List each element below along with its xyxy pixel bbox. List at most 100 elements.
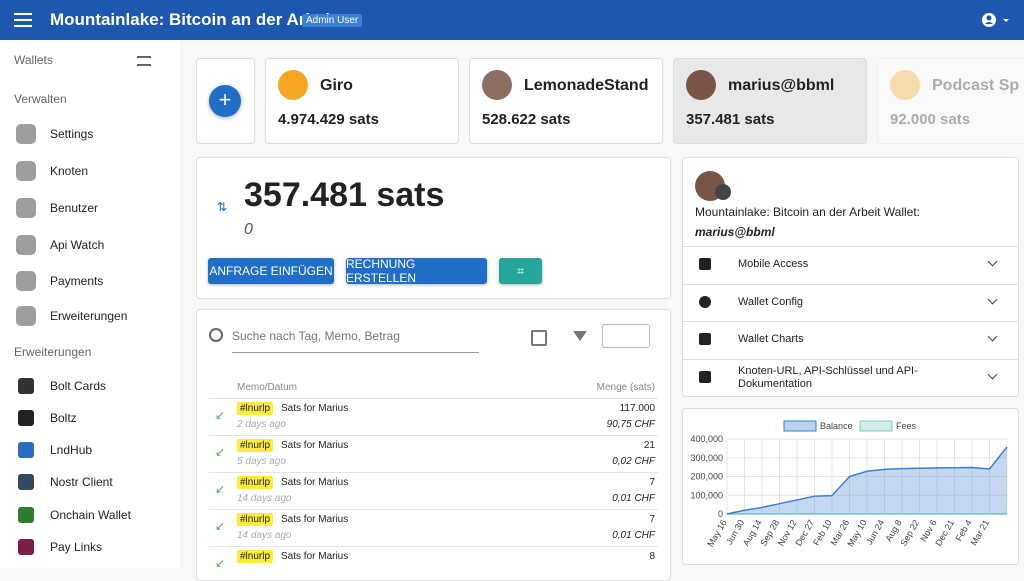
nav-item[interactable]: Settings (50, 127, 94, 141)
extension-icon (18, 474, 34, 490)
area (727, 446, 1007, 514)
amount: 7 (649, 477, 655, 488)
badge: Admin User (302, 14, 363, 27)
section-label: Verwalten (14, 92, 67, 106)
chevron (987, 256, 998, 267)
qr-button[interactable]: ⌗ (499, 258, 542, 284)
wallet-balance: 528.622 sats (482, 111, 571, 128)
menu-button[interactable] (14, 12, 34, 28)
y-tick-label: 200,000 (690, 472, 723, 482)
line (726, 446, 1008, 515)
wallet-name: marius@bbml (728, 77, 835, 94)
section-icon (699, 333, 711, 345)
action-button[interactable]: ANFRAGE EINFÜGEN (208, 258, 334, 284)
tag: #lnurlp (237, 550, 274, 563)
y-tick-label: 0 (718, 509, 723, 519)
header: Mountainlake: Bitcoin an der Arbeit Admi… (0, 0, 1024, 40)
extension-icon (18, 378, 34, 394)
wallet-card[interactable]: Podcast Sp 92.000 sats (877, 58, 1024, 144)
balance-card: ⇅ 357.481 sats 0 ANFRAGE EINFÜGEN RECHNUNG E… (196, 157, 671, 299)
incoming-icon: ↙ (215, 408, 226, 422)
wallet-icon (890, 70, 920, 100)
tag: #lnurlp (237, 476, 274, 489)
time: 14 days ago (237, 493, 292, 504)
list-icon (137, 56, 151, 66)
nav-item[interactable]: Benutzer (50, 201, 99, 215)
row-divider (209, 509, 658, 510)
expansion-item[interactable]: Knoten-URL, API-Schlüssel und API-Dokume… (738, 364, 918, 390)
y-tick-label: 400,000 (690, 434, 723, 444)
balance-amount: 357.481 sats (244, 176, 445, 214)
wallet-card[interactable]: LemonadeStand 528.622 sats (469, 58, 663, 144)
add-wallet-button[interactable]: + (209, 85, 241, 117)
fiat: 0,01 CHF (612, 493, 655, 504)
filter-button[interactable] (573, 331, 587, 341)
expansion-item[interactable]: Mobile Access (738, 258, 809, 270)
account-menu[interactable] (982, 12, 1012, 28)
extension-item[interactable]: Pay Links (50, 540, 103, 554)
extension-item[interactable]: LndHub (50, 443, 93, 457)
incoming-icon: ↙ (215, 445, 226, 459)
tag: #lnurlp (237, 439, 274, 452)
time: 5 days ago (237, 456, 286, 467)
section-label: Wallets (14, 53, 53, 67)
section-icon (699, 258, 711, 270)
section-icon (699, 295, 711, 308)
sidebar: Wallets Verwalten Settings Knoten Benutzer Ap… (0, 40, 180, 568)
wallet-icon (278, 70, 308, 100)
nav-item[interactable]: Api Watch (50, 238, 105, 252)
edit-badge (715, 184, 731, 200)
wallet-balance: 357.481 sats (686, 111, 775, 128)
extension-item[interactable]: Onchain Wallet (50, 508, 131, 522)
export-button[interactable] (602, 324, 650, 348)
memo: Sats for Marius (281, 440, 349, 451)
divider (683, 246, 1018, 247)
fiat: 0,01 CHF (612, 530, 655, 541)
extension-icon (18, 442, 34, 458)
extension-item[interactable]: Boltz (50, 411, 77, 425)
memo: Sats for Marius (281, 403, 349, 414)
wallet-card[interactable]: Giro 4.974.429 sats (265, 58, 459, 144)
wallet-name: Podcast Sp (932, 77, 1020, 94)
wallet-icon (482, 70, 512, 100)
nav-item[interactable]: Payments (50, 274, 104, 288)
extension-item[interactable]: Bolt Cards (50, 379, 107, 393)
row-divider (209, 546, 658, 547)
app-title: Mountainlake: Bitcoin an der Arbeit (50, 10, 336, 29)
action-button[interactable]: RECHNUNG ERSTELLEN (346, 257, 487, 285)
nav-icon (16, 235, 36, 255)
tag: #lnurlp (237, 513, 274, 526)
incoming-icon: ↙ (215, 482, 226, 496)
row-divider (209, 435, 658, 436)
memo: Sats for Marius (281, 551, 349, 562)
row-divider (209, 472, 658, 473)
extension-item[interactable]: Nostr Client (50, 475, 113, 489)
memo: Sats for Marius (281, 477, 349, 488)
chart-card (682, 408, 1019, 565)
y-tick-label: 300,000 (690, 453, 723, 463)
nav-item[interactable]: Knoten (50, 164, 89, 178)
extension-icon (18, 507, 34, 523)
nav-icon (16, 306, 36, 326)
wallet-balance: 92.000 sats (890, 111, 971, 128)
amount: 21 (643, 440, 655, 451)
search-input[interactable]: Suche nach Tag, Memo, Betrag (232, 329, 479, 353)
wallet-name: LemonadeStand (524, 77, 649, 94)
memo: Sats for Marius (281, 514, 349, 525)
section-icon (699, 370, 711, 383)
swap-icon: ⇅ (217, 200, 228, 214)
x-tick-label: May 16 (705, 518, 728, 549)
nav-icon (16, 161, 36, 181)
calendar-button[interactable] (531, 330, 547, 346)
wallet-card[interactable]: marius@bbml 357.481 sats (673, 58, 867, 144)
expansion-item[interactable]: Wallet Charts (738, 333, 804, 345)
row-divider (209, 398, 658, 399)
expansion-item[interactable]: Wallet Config (738, 295, 804, 308)
search-icon (209, 328, 223, 342)
chevron (987, 369, 998, 379)
divider (683, 358, 1018, 360)
wallet-title: Mountainlake: Bitcoin an der Arbeit Wall… (695, 205, 921, 219)
nav-item[interactable]: Erweiterungen (50, 309, 128, 323)
